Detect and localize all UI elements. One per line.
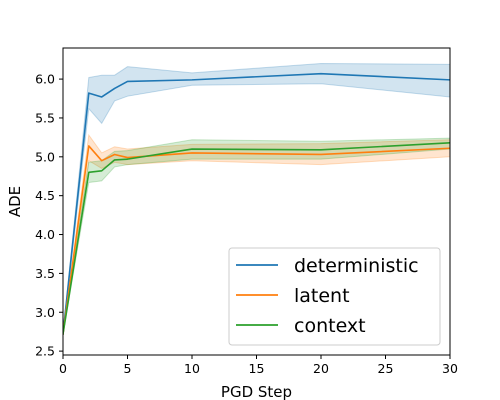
y-tick-label: 4.5 bbox=[35, 188, 55, 203]
y-tick-label: 6.0 bbox=[35, 72, 55, 87]
point-context bbox=[320, 149, 322, 151]
series-lines bbox=[63, 72, 450, 335]
point-deterministic bbox=[191, 79, 193, 81]
band-deterministic bbox=[63, 63, 450, 335]
point-latent bbox=[320, 153, 322, 155]
y-tick-label: 5.5 bbox=[35, 110, 55, 125]
x-tick-label: 10 bbox=[184, 361, 200, 376]
y-tick-label: 5.0 bbox=[35, 149, 55, 164]
point-deterministic bbox=[126, 80, 128, 82]
axes: 0 5 10 15 20 25 30 2.5 3.0 3.5 4.0 4.5 5.0 5.5 6.0 PGD … bbox=[6, 47, 458, 400]
line-deterministic bbox=[63, 72, 450, 335]
point-context bbox=[101, 170, 103, 172]
legend-label-context: context bbox=[294, 315, 366, 337]
point-context bbox=[113, 159, 115, 161]
y-axis-label: ADE bbox=[6, 186, 24, 217]
point-deterministic bbox=[320, 72, 322, 74]
band-context bbox=[63, 137, 450, 335]
x-axis-label: PGD Step bbox=[221, 383, 292, 400]
legend: deterministic latent context bbox=[228, 247, 441, 346]
x-tick-label: 0 bbox=[59, 361, 67, 376]
y-tick-label: 3.5 bbox=[35, 266, 55, 281]
point-context bbox=[88, 171, 90, 173]
point-latent bbox=[88, 145, 90, 147]
point-context bbox=[126, 158, 128, 160]
y-tick-label: 4.0 bbox=[35, 227, 55, 242]
x-tick-label: 5 bbox=[124, 361, 132, 376]
x-tick-label: 20 bbox=[313, 361, 329, 376]
point-deterministic bbox=[101, 96, 103, 98]
line-context bbox=[63, 142, 450, 335]
legend-label-latent: latent bbox=[294, 285, 350, 307]
point-latent bbox=[191, 152, 193, 154]
legend-box bbox=[228, 247, 441, 346]
x-tick-label: 25 bbox=[378, 361, 394, 376]
y-tick-label: 3.0 bbox=[35, 305, 55, 320]
point-deterministic bbox=[88, 92, 90, 94]
x-tick-label: 30 bbox=[442, 361, 458, 376]
line-latent bbox=[63, 145, 450, 335]
point-latent bbox=[101, 159, 103, 161]
point-context bbox=[191, 148, 193, 150]
point-deterministic bbox=[113, 87, 115, 89]
point-latent bbox=[113, 153, 115, 155]
x-tick-label: 15 bbox=[249, 361, 265, 376]
legend-label-deterministic: deterministic bbox=[294, 255, 419, 277]
y-tick-label: 2.5 bbox=[35, 344, 55, 359]
